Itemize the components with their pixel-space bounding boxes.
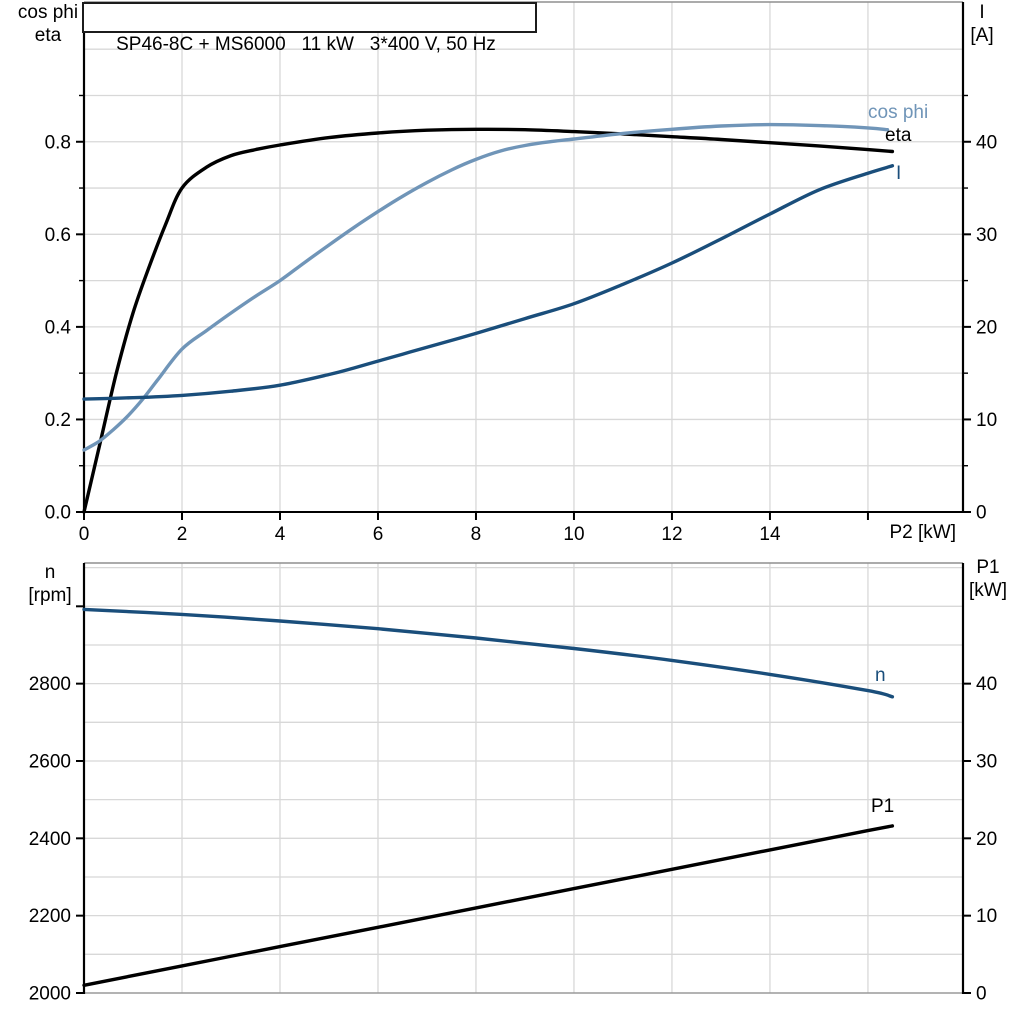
right-axis-tick-label: 20 xyxy=(976,829,997,850)
left-axis-title-line2: eta xyxy=(34,25,62,46)
left-axis-tick-label: 2400 xyxy=(29,829,71,850)
left-axis-tick-label: 2200 xyxy=(29,906,71,927)
left-axis-tick-label: 2600 xyxy=(29,751,71,772)
x-axis-tick-label: 6 xyxy=(373,524,384,545)
curve-label-cos-phi: cos phi xyxy=(868,102,929,123)
left-axis-tick-label: 2800 xyxy=(29,674,71,695)
right-axis-title-line1: I xyxy=(979,2,985,23)
power-axis-title-line2: [kW] xyxy=(969,580,1007,601)
x-axis-tick-label: 10 xyxy=(563,524,584,545)
power-axis-title-line1: P1 xyxy=(976,557,1000,578)
bottom-right-axis-title: P1 [kW] xyxy=(956,556,1020,602)
left-axis-tick-label: 0.4 xyxy=(45,317,72,338)
left-axis-tick-label: 0.8 xyxy=(45,132,71,153)
bottom-left-axis-title: n [rpm] xyxy=(8,561,92,607)
chart-title: SP46-8C + MS6000 11 kW 3*400 V, 50 Hz xyxy=(116,34,496,55)
x-axis-tick-label: 0 xyxy=(79,524,90,545)
curve-eta xyxy=(82,127,895,514)
right-axis-tick-label: 10 xyxy=(976,906,997,927)
curve-label-current: I xyxy=(896,163,902,184)
x-axis-tick-label: 2 xyxy=(177,524,188,545)
x-axis-tick-label: 12 xyxy=(661,524,682,545)
right-axis-tick-label: 40 xyxy=(976,674,997,695)
right-axis-tick-label: 20 xyxy=(976,317,997,338)
left-axis-tick-label: 0.0 xyxy=(45,503,71,524)
x-axis-tick-label: 14 xyxy=(759,524,781,545)
curve-n xyxy=(82,607,895,699)
left-axis-tick-label: 0.2 xyxy=(45,410,71,431)
x-axis-title: P2 [kW] xyxy=(889,522,956,543)
right-axis-title-line2: [A] xyxy=(970,25,994,46)
right-axis-tick-label: 0 xyxy=(976,503,987,524)
chart-title-box: SP46-8C + MS6000 11 kW 3*400 V, 50 Hz xyxy=(82,2,537,55)
curve-label-speed: n xyxy=(875,665,886,686)
curve-cos-phi xyxy=(82,122,890,452)
left-axis-tick-label: 0.6 xyxy=(45,225,71,246)
x-axis-tick-label: 8 xyxy=(471,524,482,545)
curve-P1 xyxy=(82,824,895,987)
top-right-axis-title: I [A] xyxy=(950,1,1014,47)
right-axis-tick-label: 40 xyxy=(976,132,997,153)
left-axis-tick-label: 2000 xyxy=(29,984,71,1005)
curve-label-eta: eta xyxy=(885,125,912,146)
speed-axis-title-line1: n xyxy=(44,562,56,583)
top-left-axis-title: cos phi eta xyxy=(5,1,91,47)
speed-axis-title-line2: [rpm] xyxy=(28,585,72,606)
x-axis-tick-label: 4 xyxy=(275,524,286,545)
right-axis-tick-label: 0 xyxy=(976,984,987,1005)
right-axis-tick-label: 30 xyxy=(976,751,997,772)
right-axis-tick-label: 10 xyxy=(976,410,997,431)
right-axis-tick-label: 30 xyxy=(976,225,997,246)
curve-label-input-power: P1 xyxy=(871,796,895,817)
left-axis-title-line1: cos phi xyxy=(17,2,79,23)
curve-I xyxy=(82,164,895,401)
